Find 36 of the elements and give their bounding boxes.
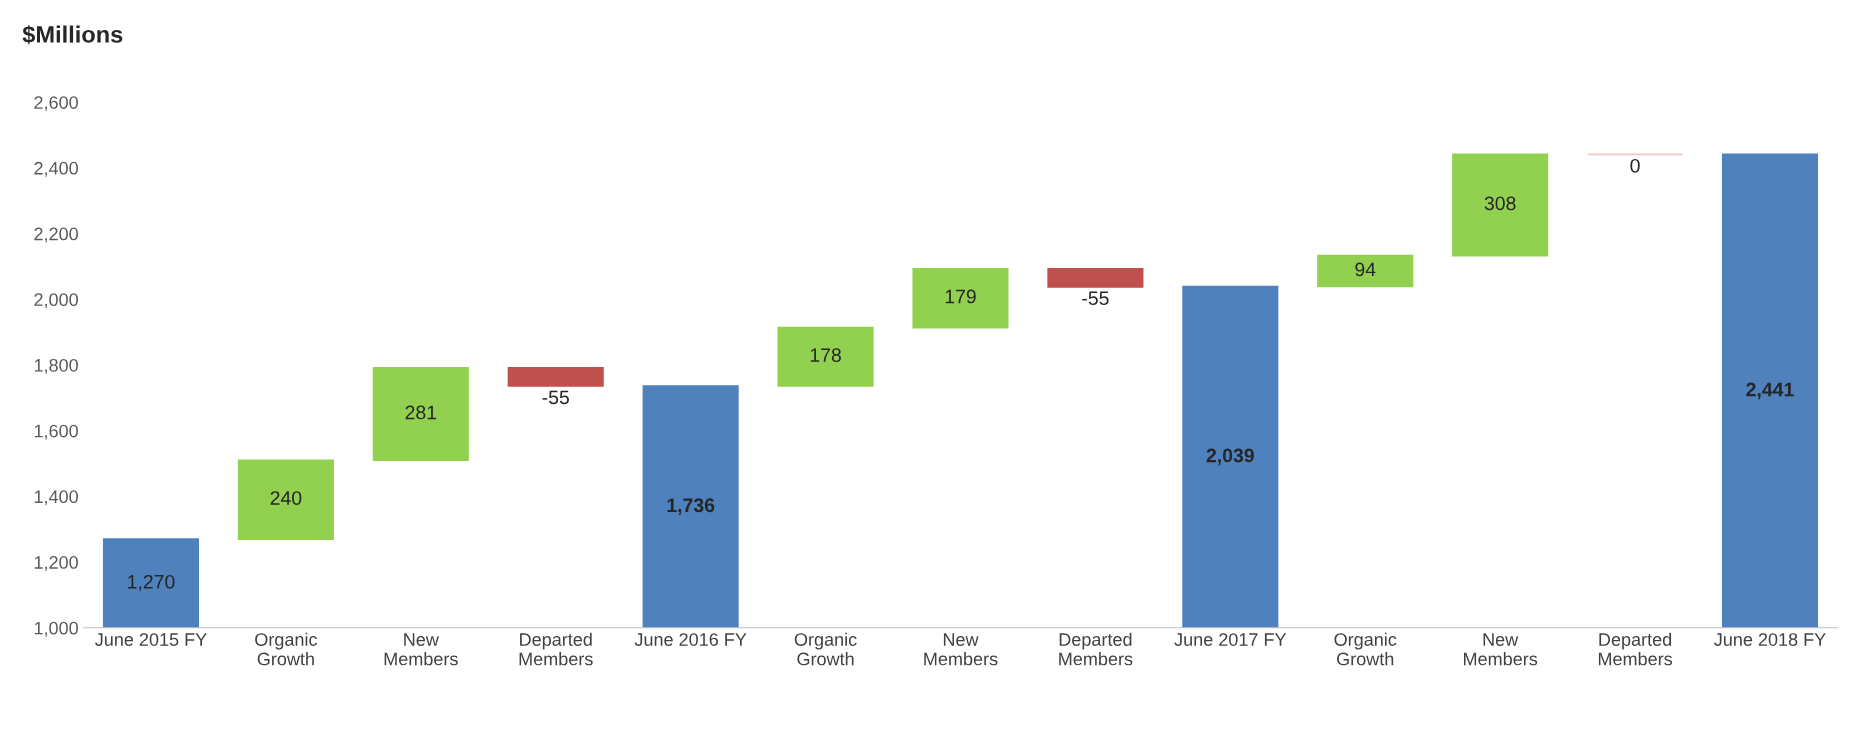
data-label: 240	[270, 491, 302, 505]
x-tick-label: New Members	[384, 633, 458, 666]
y-tick-label: 1,400	[34, 490, 78, 506]
y-tick-label: 2,400	[34, 161, 78, 177]
y-tick-label: 1,200	[34, 556, 78, 571]
data-label: 281	[405, 405, 437, 420]
x-tick-label: Departed Members	[1598, 632, 1673, 666]
data-label: 1,736	[667, 498, 715, 515]
y-tick-label: 1,000	[34, 621, 78, 637]
y-tick-label: 2,000	[34, 293, 78, 309]
data-label: 179	[945, 289, 976, 304]
x-tick-label: New Members	[1464, 633, 1538, 666]
x-tick-label: June 2018 FY	[1714, 633, 1826, 646]
x-tick-label: Organic Growth	[255, 632, 318, 666]
x-tick-label: Organic Growth	[794, 632, 857, 666]
x-tick-label: Departed Members	[1059, 632, 1133, 666]
data-label: 2,441	[1746, 382, 1794, 400]
x-tick-label: Organic Growth	[1334, 632, 1397, 666]
y-tick-label: 2,200	[34, 227, 78, 243]
y-tick-label: 1,600	[34, 424, 78, 440]
x-tick-label: Departed Members	[519, 632, 593, 666]
data-label: 1,270	[128, 574, 175, 591]
x-tick-label: June 2015 FY	[95, 633, 207, 646]
y-tick-label: 2,600	[34, 96, 78, 112]
x-tick-label: June 2016 FY	[634, 633, 747, 646]
x-tick-label: New Members	[924, 633, 998, 666]
y-tick-label: 1,800	[34, 358, 78, 374]
data-label: 308	[1484, 196, 1516, 211]
data-label: -55	[1082, 291, 1109, 306]
data-label: 0	[1630, 158, 1640, 173]
chart-title: $Millions	[22, 25, 123, 45]
data-label: 94	[1355, 262, 1376, 277]
x-tick-label: June 2017 FY	[1174, 633, 1287, 646]
data-label: 2,039	[1206, 448, 1254, 466]
data-label: 178	[810, 348, 841, 363]
data-label: -55	[542, 390, 569, 405]
